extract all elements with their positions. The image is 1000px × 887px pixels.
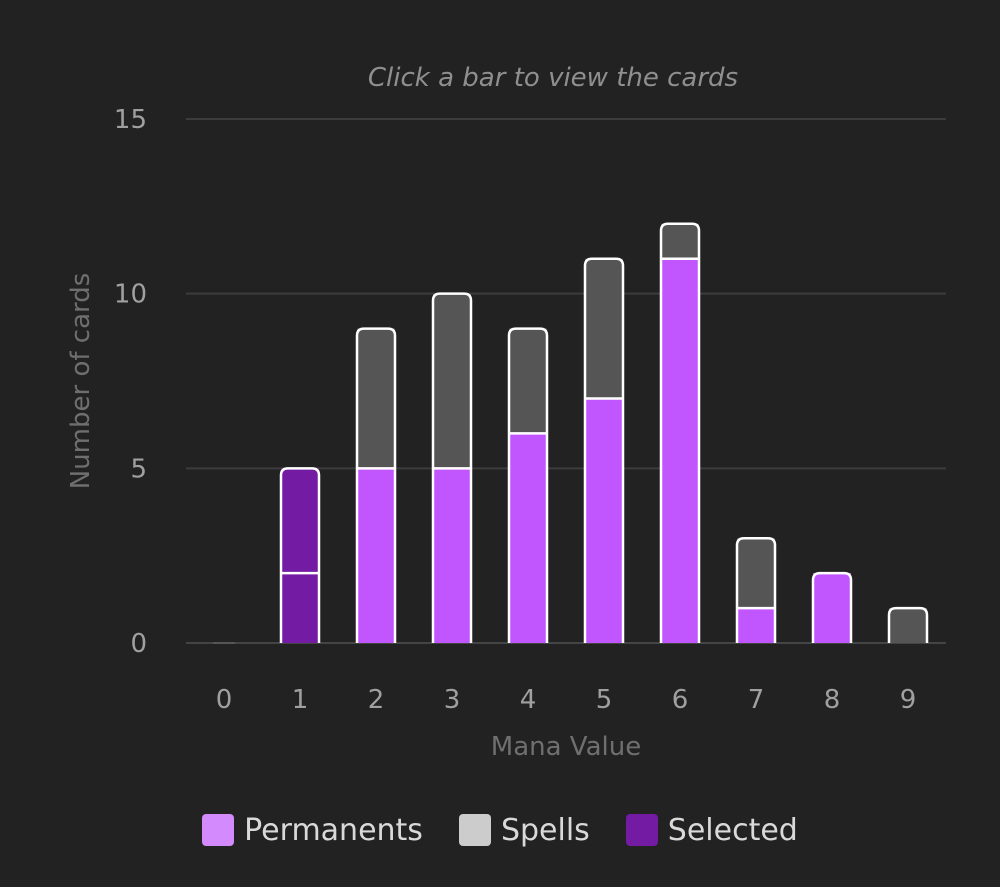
legend-label-spells: Spells <box>500 812 590 848</box>
bar-permanents-5 <box>585 398 623 643</box>
chart-hint: Click a bar to view the cards <box>368 63 738 93</box>
y-tick-label: 0 <box>130 629 147 659</box>
bar-group-7[interactable] <box>735 536 777 643</box>
bar-outline-9 <box>887 606 929 643</box>
bar-spells-2 <box>357 328 395 469</box>
x-axis-title: Mana Value <box>491 732 641 762</box>
y-axis-ticks: 0 5 10 15 <box>114 105 147 659</box>
x-tick-label: 6 <box>672 685 689 715</box>
x-tick-label: 8 <box>824 685 841 715</box>
bar-spells-3 <box>433 293 471 469</box>
x-tick-label: 0 <box>216 685 233 715</box>
y-tick-label: 5 <box>130 454 147 484</box>
bar-spells-4 <box>509 328 547 434</box>
legend-item-permanents[interactable]: Permanents <box>202 813 423 848</box>
bar-group-4[interactable] <box>507 327 549 643</box>
x-tick-label: 7 <box>748 685 765 715</box>
bar-outline-5 <box>583 257 625 643</box>
legend: Permanents Spells Selected <box>0 808 1000 852</box>
bar-permanents-8 <box>813 573 851 643</box>
y-tick-label: 15 <box>114 105 147 135</box>
bar-group-1[interactable] <box>279 467 321 643</box>
y-tick-label: 10 <box>114 280 147 310</box>
bar-group-8[interactable] <box>811 571 853 643</box>
bar-permanents-7 <box>737 608 775 643</box>
x-tick-label: 4 <box>520 685 537 715</box>
bar-permanents-1 <box>281 573 319 643</box>
legend-item-spells[interactable]: Spells <box>458 812 590 848</box>
bar-outline-6 <box>659 222 701 643</box>
bar-outline-3 <box>431 292 473 643</box>
bar-permanents-6 <box>661 258 699 643</box>
x-tick-label: 5 <box>596 685 613 715</box>
bar-spells-9 <box>889 608 927 643</box>
bar-outline-4 <box>507 327 549 643</box>
legend-swatch-spells <box>458 814 491 846</box>
bar-spells-6 <box>661 223 699 259</box>
legend-swatch-permanents <box>202 814 235 846</box>
bar-outline-2 <box>355 327 397 643</box>
x-tick-label: 1 <box>292 685 309 715</box>
bar-spells-1 <box>281 468 319 574</box>
bar-spells-7 <box>737 538 775 609</box>
legend-item-selected[interactable]: Selected <box>625 812 798 848</box>
legend-label-selected: Selected <box>667 812 798 848</box>
bar-permanents-3 <box>433 468 471 643</box>
bar-outline-7 <box>735 536 777 643</box>
bar-group-5[interactable] <box>583 257 625 643</box>
bar-permanents-4 <box>509 433 547 643</box>
x-tick-label: 3 <box>444 685 461 715</box>
bars <box>213 222 929 644</box>
mana-value-chart: Click a bar to view the cards 0 5 10 15 0 1 2… <box>66 63 946 762</box>
y-axis-title: Number of cards <box>66 273 96 490</box>
bar-outline-1 <box>279 467 321 643</box>
x-tick-label: 9 <box>900 685 917 715</box>
legend-swatch-selected <box>625 814 658 846</box>
x-axis-ticks: 0 1 2 3 4 5 6 7 8 9 <box>216 685 917 715</box>
bar-group-6[interactable] <box>659 222 701 643</box>
bar-permanents-2 <box>357 468 395 643</box>
bar-outline-8 <box>811 571 853 643</box>
x-tick-label: 2 <box>368 685 385 715</box>
bar-group-9[interactable] <box>887 606 929 643</box>
legend-label-permanents: Permanents <box>244 812 423 848</box>
bar-spells-5 <box>585 258 623 399</box>
bar-group-3[interactable] <box>431 292 473 643</box>
bar-group-2[interactable] <box>355 327 397 643</box>
